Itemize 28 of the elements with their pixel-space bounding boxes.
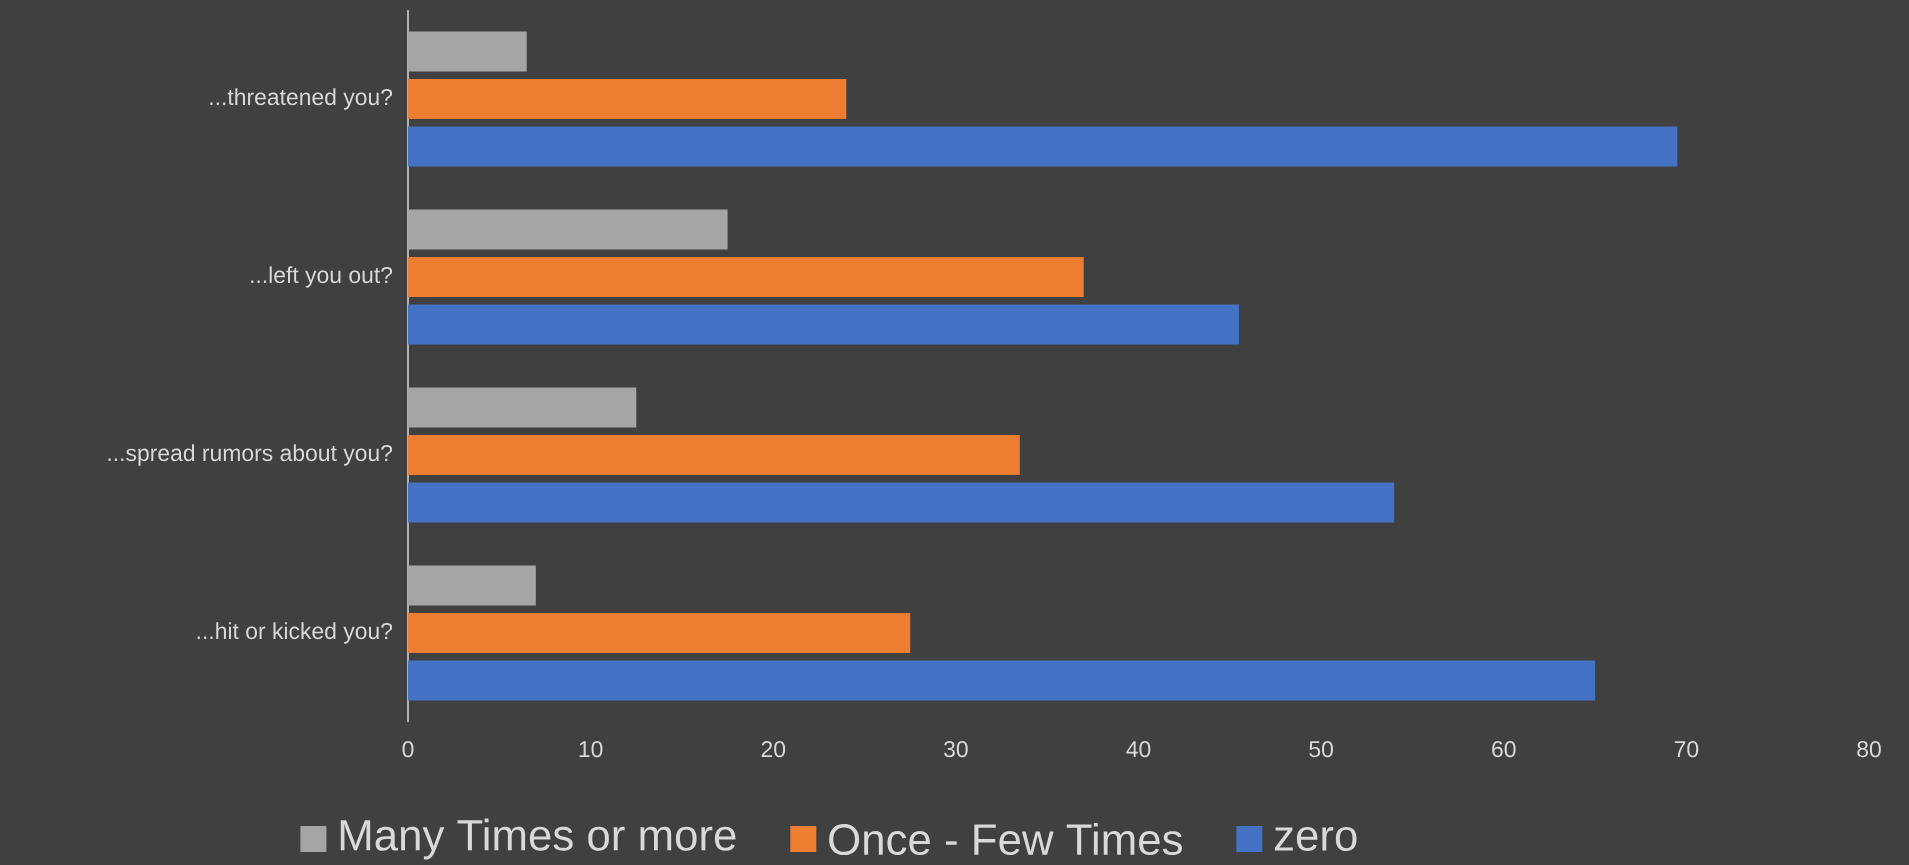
legend-label: Many Times or more [340, 818, 736, 860]
x-tick-label: 30 [944, 741, 968, 758]
x-tick-label: 70 [1674, 741, 1699, 758]
x-tick-label: 10 [579, 741, 603, 758]
x-tick-label: 60 [1492, 741, 1516, 758]
x-tick-label: 0 [402, 741, 414, 758]
bar [408, 435, 1020, 476]
bar [408, 31, 527, 72]
bar [408, 126, 1678, 167]
bar [408, 482, 1395, 523]
y-tick-label: ...left you out? [251, 266, 393, 288]
bar [408, 613, 911, 654]
x-tick-label: 80 [1857, 741, 1881, 758]
bar [408, 660, 1596, 701]
x-tick-label: 20 [761, 741, 786, 758]
legend-label: zero [1274, 826, 1357, 852]
bar [408, 257, 1084, 298]
y-tick-label: ...spread rumors about you? [108, 444, 393, 466]
bar [408, 387, 637, 428]
bar [408, 565, 536, 606]
x-tick-label: 40 [1126, 741, 1151, 758]
bar [408, 304, 1239, 345]
y-tick-label: ...hit or kicked you? [197, 622, 393, 644]
x-tick-label: 50 [1309, 741, 1333, 758]
legend-label: Once - Few Times [829, 822, 1182, 856]
y-tick-label: ...threatened you? [210, 88, 393, 110]
bar [408, 79, 847, 120]
bar [408, 209, 728, 250]
